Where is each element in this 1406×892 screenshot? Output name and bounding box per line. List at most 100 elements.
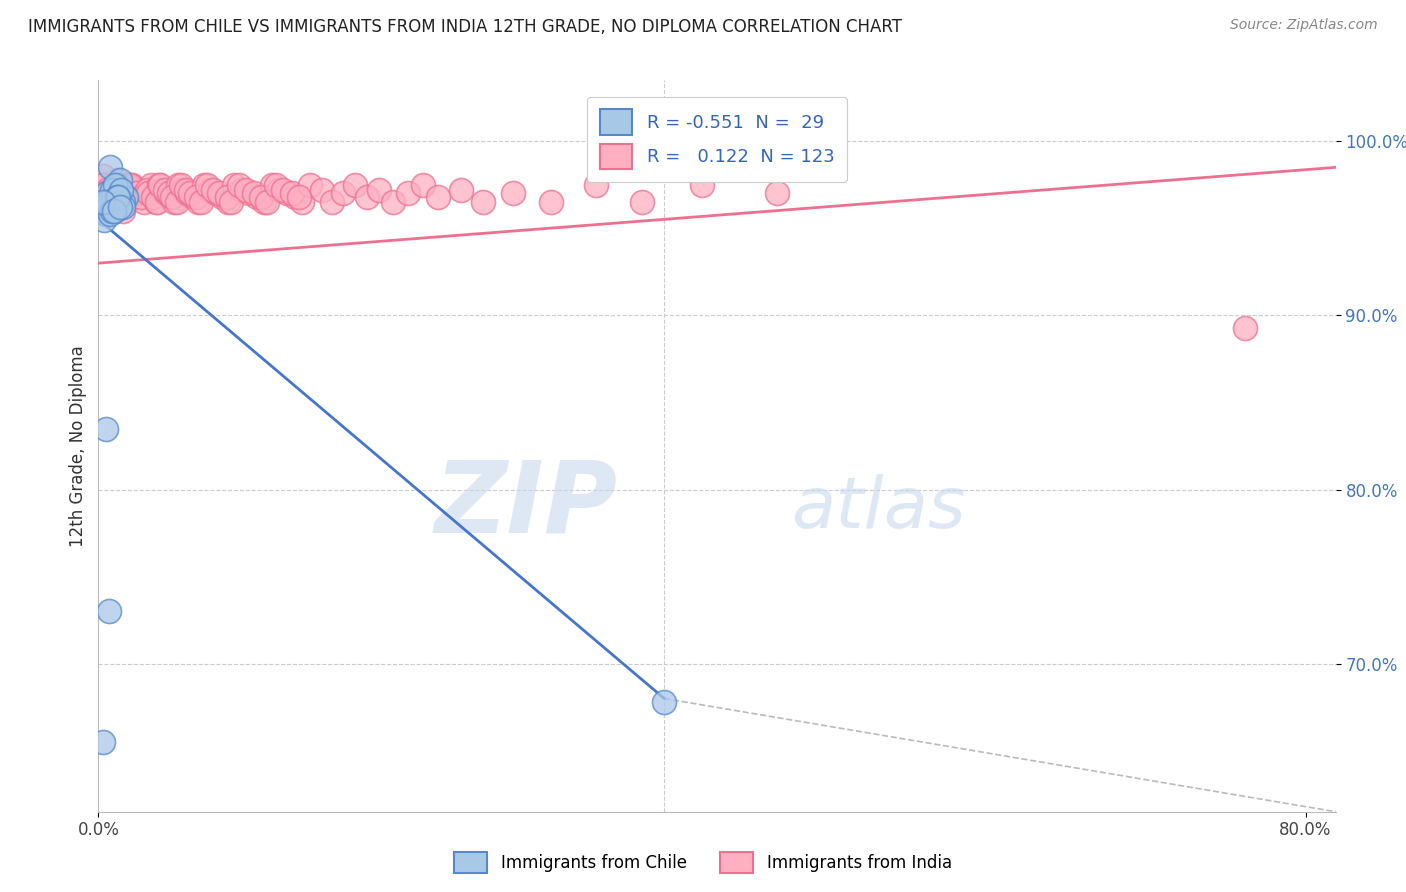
- Point: [163, 195, 186, 210]
- Point: [766, 186, 789, 201]
- Point: [114, 190, 136, 204]
- Point: [224, 178, 246, 192]
- Point: [100, 190, 122, 204]
- Point: [652, 695, 675, 709]
- Point: [107, 195, 129, 210]
- Point: [148, 178, 170, 192]
- Point: [104, 190, 127, 204]
- Point: [96, 186, 118, 201]
- Point: [630, 195, 652, 210]
- Point: [332, 186, 354, 201]
- Point: [195, 178, 218, 192]
- Point: [121, 178, 143, 192]
- Point: [211, 190, 233, 204]
- Point: [256, 195, 278, 210]
- Point: [101, 203, 124, 218]
- Point: [235, 183, 257, 197]
- Point: [103, 195, 125, 210]
- Point: [108, 183, 131, 197]
- Point: [690, 178, 713, 192]
- Point: [205, 186, 228, 201]
- Point: [101, 183, 124, 197]
- Point: [368, 183, 391, 197]
- Point: [260, 178, 283, 192]
- Point: [120, 178, 142, 192]
- Point: [145, 195, 167, 210]
- Point: [135, 183, 157, 197]
- Text: atlas: atlas: [792, 474, 966, 542]
- Point: [146, 195, 169, 210]
- Point: [155, 186, 177, 201]
- Point: [125, 186, 148, 201]
- Point: [271, 183, 294, 197]
- Point: [250, 190, 273, 204]
- Point: [128, 186, 150, 201]
- Legend: R = -0.551  N =  29, R =   0.122  N = 123: R = -0.551 N = 29, R = 0.122 N = 123: [588, 96, 846, 182]
- Point: [96, 190, 118, 204]
- Point: [100, 207, 122, 221]
- Point: [166, 195, 188, 210]
- Point: [96, 186, 118, 201]
- Point: [202, 183, 225, 197]
- Point: [105, 190, 128, 204]
- Point: [117, 178, 139, 192]
- Text: Source: ZipAtlas.com: Source: ZipAtlas.com: [1230, 18, 1378, 32]
- Point: [356, 190, 378, 204]
- Point: [108, 201, 131, 215]
- Point: [228, 178, 250, 192]
- Point: [96, 195, 118, 210]
- Point: [167, 178, 190, 192]
- Point: [112, 195, 135, 210]
- Point: [246, 190, 269, 204]
- Point: [141, 178, 163, 192]
- Point: [91, 195, 114, 210]
- Point: [215, 190, 238, 204]
- Point: [142, 190, 165, 204]
- Point: [110, 195, 132, 210]
- Point: [110, 195, 132, 210]
- Text: ZIP: ZIP: [434, 456, 619, 553]
- Point: [105, 190, 128, 204]
- Point: [103, 203, 125, 218]
- Point: [426, 190, 449, 204]
- Point: [219, 195, 242, 210]
- Point: [111, 203, 134, 218]
- Point: [160, 190, 183, 204]
- Point: [91, 169, 114, 183]
- Point: [311, 183, 333, 197]
- Y-axis label: 12th Grade, No Diploma: 12th Grade, No Diploma: [69, 345, 87, 547]
- Legend: Immigrants from Chile, Immigrants from India: Immigrants from Chile, Immigrants from I…: [447, 846, 959, 880]
- Point: [396, 186, 419, 201]
- Point: [162, 190, 184, 204]
- Point: [450, 183, 472, 197]
- Point: [269, 183, 291, 197]
- Point: [231, 183, 253, 197]
- Point: [153, 183, 176, 197]
- Point: [150, 183, 173, 197]
- Point: [101, 190, 124, 204]
- Point: [100, 186, 122, 201]
- Point: [96, 183, 118, 197]
- Point: [93, 201, 115, 215]
- Point: [108, 172, 131, 186]
- Point: [111, 195, 134, 210]
- Point: [93, 212, 115, 227]
- Text: IMMIGRANTS FROM CHILE VS IMMIGRANTS FROM INDIA 12TH GRADE, NO DIPLOMA CORRELATIO: IMMIGRANTS FROM CHILE VS IMMIGRANTS FROM…: [28, 18, 903, 36]
- Point: [98, 604, 121, 618]
- Point: [502, 186, 524, 201]
- Point: [93, 183, 115, 197]
- Point: [105, 172, 128, 186]
- Point: [91, 735, 114, 749]
- Point: [321, 195, 343, 210]
- Point: [114, 190, 136, 204]
- Point: [190, 195, 212, 210]
- Point: [105, 183, 128, 197]
- Point: [1234, 320, 1257, 334]
- Point: [91, 178, 114, 192]
- Point: [472, 195, 495, 210]
- Point: [276, 186, 298, 201]
- Point: [253, 195, 276, 210]
- Point: [93, 186, 115, 201]
- Point: [198, 183, 221, 197]
- Point: [266, 178, 288, 192]
